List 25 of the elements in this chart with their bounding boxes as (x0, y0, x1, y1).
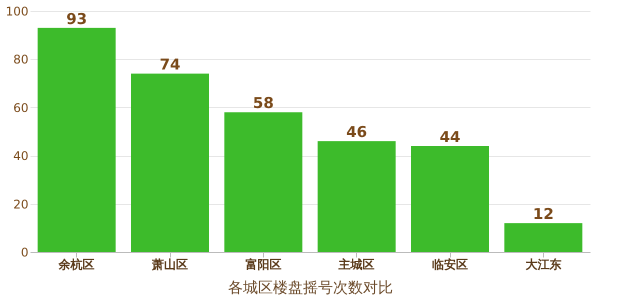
bar (504, 223, 582, 252)
bar (131, 74, 209, 252)
data-label: 58 (252, 94, 274, 112)
y-tick-label: 60 (13, 100, 28, 115)
x-axis-title: 各城区楼盘摇号次数对比 (228, 278, 393, 296)
data-label: 12 (532, 205, 554, 224)
bar (411, 146, 489, 252)
y-tick-label: 80 (13, 52, 28, 67)
x-tick-label: 萧山区 (151, 258, 188, 272)
x-tick-label: 临安区 (432, 258, 468, 272)
data-label: 74 (160, 56, 180, 74)
data-label: 93 (66, 10, 88, 28)
y-tick-label: 0 (20, 246, 28, 260)
y-tick-label: 20 (13, 197, 28, 212)
x-tick-label: 大江东 (525, 258, 562, 272)
data-label: 44 (440, 128, 460, 146)
y-tick-label: 40 (13, 149, 28, 164)
y-tick-label: 100 (6, 4, 28, 18)
x-tick-label: 余杭区 (58, 258, 95, 272)
bar (318, 141, 396, 252)
x-tick-label: 富阳区 (245, 258, 282, 272)
bar (38, 28, 116, 252)
data-label: 46 (346, 123, 368, 142)
x-tick-label: 主城区 (338, 258, 375, 272)
bar (224, 112, 302, 252)
